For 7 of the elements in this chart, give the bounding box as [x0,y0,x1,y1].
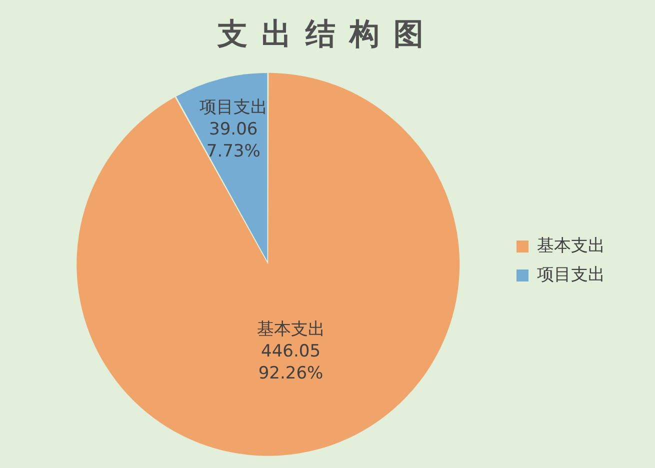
data-label: 39.06 7.73% [206,119,260,162]
slice-label: 基本支出 [256,319,325,340]
slice-label: 项目支出 [199,97,268,118]
legend-label: 基本支出 [537,236,605,256]
chart-title: 支出结构图 [216,16,438,54]
legend-label: 项目支出 [537,264,605,285]
data-label: 446.05 92.26% [258,341,324,384]
